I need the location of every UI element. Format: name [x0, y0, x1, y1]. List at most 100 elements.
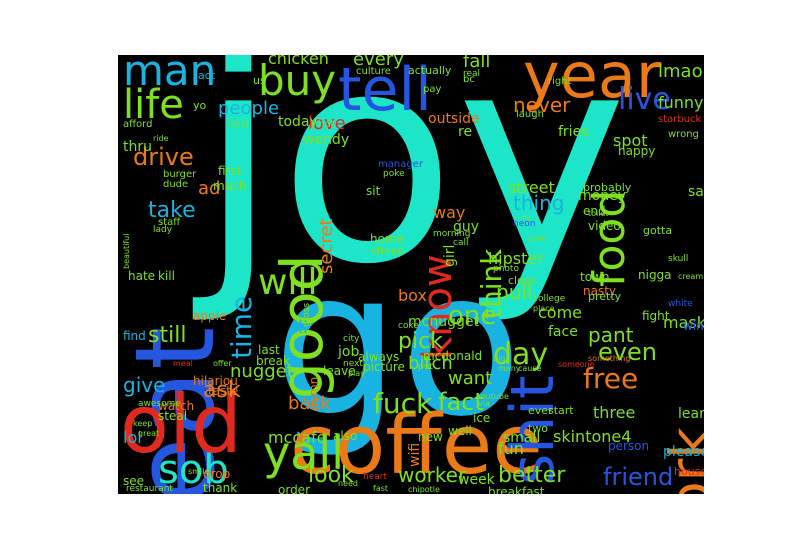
word-65: mccafe	[268, 428, 327, 447]
word-133: house	[674, 465, 704, 478]
word-5: old	[120, 378, 242, 471]
word-182: heart	[363, 472, 387, 482]
word-132: breakfast	[488, 485, 545, 494]
word-168: play	[348, 369, 365, 378]
word-175: meal	[173, 359, 193, 368]
word-1: joy	[198, 55, 628, 328]
word-44: want	[448, 368, 493, 389]
word-158: cry	[518, 214, 531, 223]
word-160: place	[533, 304, 555, 313]
word-52: fall	[463, 55, 491, 72]
word-152: lady	[153, 225, 173, 235]
word-104: please	[663, 444, 704, 460]
word-140: bc	[463, 74, 475, 85]
word-40: still	[148, 323, 187, 348]
word-147: hot	[318, 119, 335, 130]
word-6: year	[523, 55, 662, 112]
word-128: order	[278, 483, 310, 494]
word-138: actually	[408, 64, 452, 77]
word-63: job	[338, 344, 360, 360]
word-15: life	[123, 82, 184, 128]
word-111: break	[256, 354, 290, 368]
word-121: ice	[473, 411, 491, 425]
word-64: nugget	[230, 361, 294, 382]
word-2: go	[273, 228, 523, 461]
word-122: ever	[528, 404, 553, 417]
word-130: two	[528, 422, 549, 435]
word-123: start	[548, 404, 574, 417]
word-74: way	[433, 203, 466, 222]
word-107: kill	[158, 269, 175, 283]
word-148: afford	[123, 119, 153, 130]
word-22: will	[258, 262, 318, 303]
word-14: buy	[258, 56, 337, 105]
word-190: big	[493, 354, 506, 363]
word-184: fast	[373, 484, 389, 493]
word-93: video	[588, 219, 621, 233]
word-47: thing	[513, 191, 565, 215]
word-20: live	[618, 82, 671, 117]
word-71: come	[538, 303, 583, 322]
word-94: saw	[688, 184, 704, 200]
word-50: chicken	[268, 55, 329, 68]
word-170: skull	[668, 254, 689, 264]
word-191: many	[498, 364, 521, 373]
word-53: lmao	[658, 61, 703, 82]
word-90: happy	[618, 144, 656, 158]
word-139: pay	[423, 84, 442, 95]
word-105: mcnugget	[408, 314, 479, 330]
word-48: secret	[316, 218, 337, 275]
word-72: face	[548, 324, 578, 340]
word-61: ad	[198, 178, 221, 199]
word-91: probably	[583, 181, 632, 194]
word-55: spot	[613, 131, 648, 150]
word-188: toilet	[588, 209, 609, 218]
word-181: offer	[213, 359, 232, 368]
word-114: always	[358, 350, 400, 364]
word-83: thru	[123, 139, 152, 155]
word-150: dude	[163, 179, 189, 190]
word-54: funny	[658, 93, 704, 112]
word-127: thank	[203, 481, 238, 494]
word-117: hilariou	[193, 374, 238, 388]
word-97: window	[683, 319, 704, 333]
word-151: staff	[158, 217, 181, 228]
word-143: laugh	[516, 109, 544, 120]
word-116: mcdonald	[423, 349, 483, 363]
word-28: worker	[398, 463, 467, 487]
word-109: find	[123, 329, 146, 343]
word-141: real	[463, 69, 481, 79]
word-11: yall	[263, 426, 344, 480]
word-7: tell	[338, 55, 432, 125]
word-80: wendy	[303, 132, 350, 148]
word-174: something	[588, 354, 631, 363]
word-24: day	[493, 337, 549, 372]
word-62: ill	[293, 317, 309, 338]
word-23: time	[225, 295, 258, 359]
word-137: culture	[356, 66, 391, 77]
word-cloud: joygocoffeeeatoldyeartellshitgoodworkyal…	[118, 55, 704, 494]
word-108: apple	[193, 309, 227, 323]
word-29: better	[498, 463, 566, 488]
word-92: end	[583, 204, 606, 218]
word-167: next	[343, 359, 363, 369]
word-192: ride	[153, 134, 169, 143]
word-155: poke	[383, 169, 405, 179]
word-84: first	[218, 164, 242, 178]
word-95: nigga	[638, 268, 672, 282]
word-96: fight	[642, 309, 670, 323]
word-46: pull	[496, 280, 533, 304]
word-159: save	[528, 234, 547, 243]
word-169: put	[418, 362, 433, 372]
word-153: beautiful	[122, 233, 131, 269]
word-101: nasty	[583, 284, 617, 298]
word-142: right	[548, 76, 572, 87]
word-173: someone	[558, 360, 595, 369]
word-87: home	[370, 232, 405, 246]
word-118: taste	[208, 384, 239, 398]
word-49: love	[308, 113, 346, 134]
word-98: gotta	[643, 224, 673, 237]
word-39: give	[123, 373, 166, 397]
word-166: coke	[398, 321, 419, 331]
word-57: pant	[588, 323, 634, 347]
